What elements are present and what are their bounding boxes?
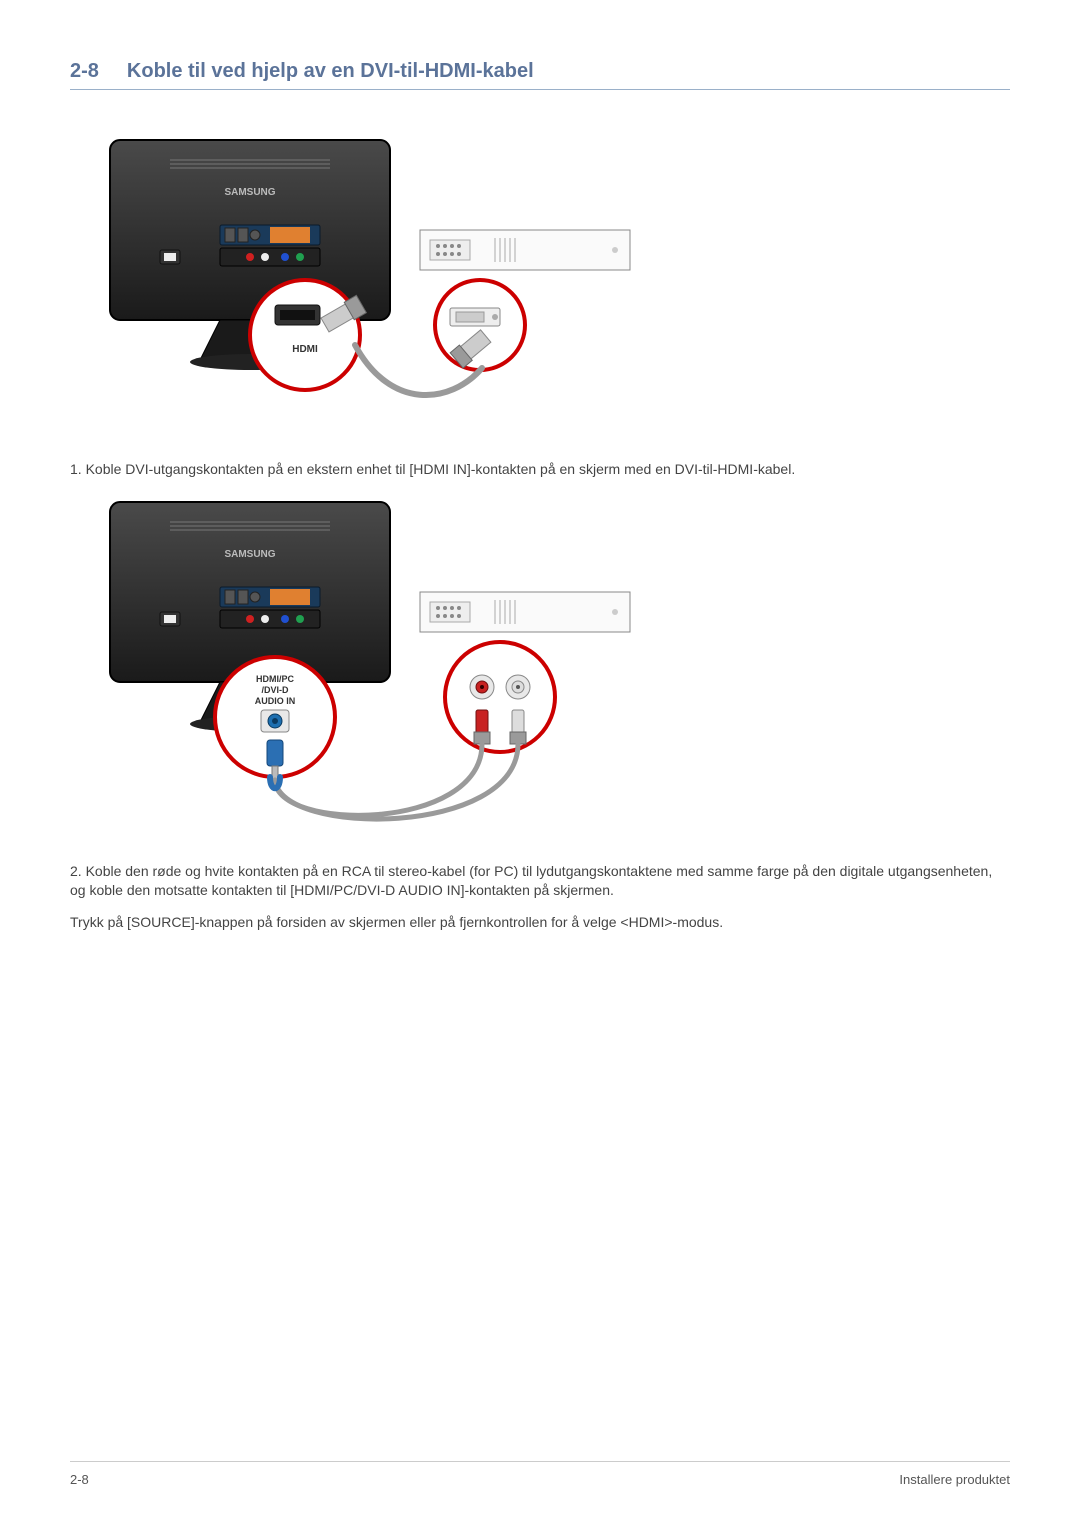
section-title: Koble til ved hjelp av en DVI-til-HDMI-k… bbox=[127, 60, 534, 83]
page: 2-8 Koble til ved hjelp av en DVI-til-HD… bbox=[0, 0, 1080, 1527]
footer-left: 2-8 bbox=[70, 1472, 89, 1487]
step-2-text: 2. Koble den røde og hvite kontakten på … bbox=[70, 862, 1010, 901]
svg-text:AUDIO IN: AUDIO IN bbox=[255, 696, 296, 706]
diagram-audio-connection: SAMSUNG bbox=[100, 492, 1010, 832]
section-header: 2-8 Koble til ved hjelp av en DVI-til-HD… bbox=[70, 60, 1010, 90]
section-number: 2-8 bbox=[70, 60, 99, 83]
svg-text:SAMSUNG: SAMSUNG bbox=[224, 549, 275, 560]
svg-text:HDMI: HDMI bbox=[292, 344, 318, 355]
footer-right: Installere produktet bbox=[899, 1472, 1010, 1487]
step-1-text: 1. Koble DVI-utgangskontakten på en ekst… bbox=[70, 460, 1010, 480]
step-3-text: Trykk på [SOURCE]-knappen på forsiden av… bbox=[70, 913, 1010, 933]
monitor-brand-label: SAMSUNG bbox=[224, 187, 275, 198]
svg-text:HDMI/PC: HDMI/PC bbox=[256, 674, 295, 684]
diagram-hdmi-connection: SAMSUNG bbox=[100, 130, 1010, 430]
svg-text:/DVI-D: /DVI-D bbox=[262, 685, 290, 695]
page-footer: 2-8 Installere produktet bbox=[70, 1461, 1010, 1487]
